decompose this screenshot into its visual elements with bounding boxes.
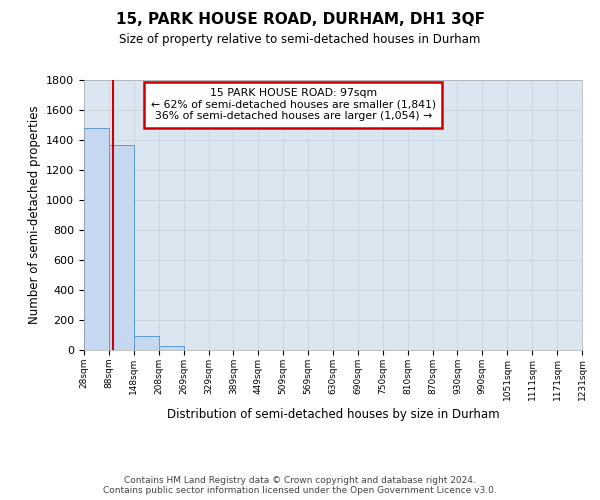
Text: 15 PARK HOUSE ROAD: 97sqm
← 62% of semi-detached houses are smaller (1,841)
36% : 15 PARK HOUSE ROAD: 97sqm ← 62% of semi-… (151, 88, 436, 122)
Bar (109, 144, 134, 350)
Text: Contains HM Land Registry data © Crown copyright and database right 2024.
Contai: Contains HM Land Registry data © Crown c… (103, 476, 497, 495)
Y-axis label: Number of semi-detached properties: Number of semi-detached properties (28, 106, 41, 324)
Text: Size of property relative to semi-detached houses in Durham: Size of property relative to semi-detach… (119, 32, 481, 46)
Bar (84, 128, 109, 350)
X-axis label: Distribution of semi-detached houses by size in Durham: Distribution of semi-detached houses by … (167, 408, 499, 421)
Bar (158, 346, 184, 350)
Text: 15, PARK HOUSE ROAD, DURHAM, DH1 3QF: 15, PARK HOUSE ROAD, DURHAM, DH1 3QF (115, 12, 485, 28)
Bar (134, 336, 158, 350)
